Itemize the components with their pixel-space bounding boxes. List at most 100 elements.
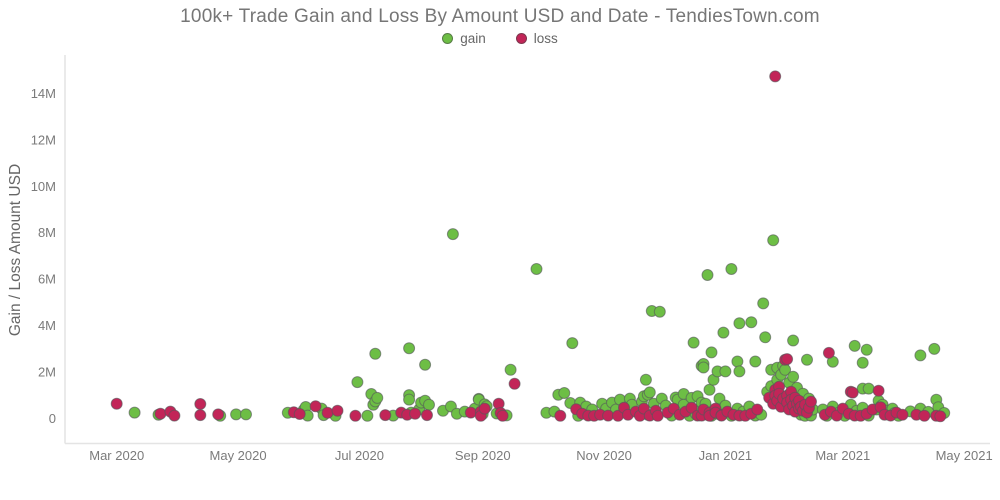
gain-data-point[interactable]	[848, 339, 861, 352]
gain-data-point[interactable]	[530, 263, 543, 275]
gain-data-point[interactable]	[757, 297, 770, 310]
x-tick-label: May 2021	[936, 448, 993, 463]
gain-data-point[interactable]	[230, 408, 243, 421]
gain-data-point[interactable]	[558, 387, 571, 399]
loss-data-point[interactable]	[110, 397, 123, 410]
loss-data-point[interactable]	[212, 408, 225, 421]
gain-data-point[interactable]	[403, 393, 416, 406]
loss-data-point[interactable]	[769, 70, 782, 83]
loss-data-point[interactable]	[331, 404, 344, 417]
y-tick-label: 6M	[38, 272, 56, 287]
loss-data-point[interactable]	[822, 346, 835, 359]
x-tick-label: Sep 2020	[455, 448, 511, 463]
loss-data-point[interactable]	[194, 398, 207, 410]
x-tick-label: Jan 2021	[699, 448, 753, 463]
loss-data-point[interactable]	[918, 409, 931, 422]
loss-data-point[interactable]	[508, 377, 521, 390]
gain-data-point[interactable]	[371, 391, 384, 404]
loss-data-point[interactable]	[554, 409, 567, 422]
gain-data-point[interactable]	[705, 346, 718, 359]
legend-item-loss[interactable]: loss	[515, 31, 558, 46]
legend-item-gain[interactable]: gain	[442, 31, 486, 46]
loss-data-point[interactable]	[651, 409, 664, 422]
gain-data-point[interactable]	[759, 331, 772, 344]
loss-data-point[interactable]	[496, 409, 509, 422]
gain-data-point[interactable]	[914, 349, 927, 362]
loss-data-point[interactable]	[194, 409, 207, 422]
loss-data-point[interactable]	[781, 353, 794, 366]
gain-data-point[interactable]	[643, 386, 656, 399]
gain-data-point[interactable]	[733, 365, 746, 378]
legend-label-loss: loss	[533, 31, 558, 46]
loss-data-point[interactable]	[464, 406, 477, 419]
y-axis-ticks: 0 2M 4M 6M 8M 10M 12M 14M	[31, 86, 56, 426]
loss-data-point[interactable]	[685, 401, 698, 414]
loss-data-point[interactable]	[602, 409, 615, 422]
gain-data-point[interactable]	[446, 228, 459, 241]
gain-data-point[interactable]	[240, 408, 252, 421]
gain-data-point[interactable]	[504, 363, 517, 376]
loss-data-point[interactable]	[805, 395, 817, 408]
gain-data-point[interactable]	[856, 356, 869, 369]
loss-data-point[interactable]	[896, 408, 909, 421]
x-tick-label: Mar 2020	[89, 448, 144, 463]
legend: gain loss	[0, 31, 1000, 46]
y-tick-label: 8M	[38, 225, 56, 240]
gain-data-point[interactable]	[719, 365, 732, 378]
y-tick-label: 12M	[31, 132, 56, 147]
loss-data-point[interactable]	[349, 409, 362, 422]
gain-data-point[interactable]	[701, 269, 714, 281]
gain-data-point[interactable]	[697, 361, 710, 374]
y-tick-label: 4M	[38, 318, 56, 333]
loss-data-point[interactable]	[168, 409, 181, 422]
y-tick-label: 10M	[31, 179, 56, 194]
gain-data-point[interactable]	[860, 343, 873, 356]
loss-data-point[interactable]	[934, 410, 947, 423]
loss-data-point[interactable]	[409, 407, 422, 420]
gain-data-point[interactable]	[423, 398, 435, 411]
gain-data-point[interactable]	[403, 342, 416, 355]
loss-data-point[interactable]	[478, 402, 491, 415]
gain-data-point[interactable]	[361, 409, 374, 422]
loss-data-point[interactable]	[751, 403, 764, 416]
points-layer	[110, 70, 951, 423]
gain-data-point[interactable]	[128, 406, 141, 419]
gain-data-point[interactable]	[566, 337, 579, 350]
loss-data-point[interactable]	[379, 409, 392, 422]
legend-label-gain: gain	[460, 31, 486, 46]
gain-data-point[interactable]	[731, 355, 744, 368]
gain-data-point[interactable]	[767, 234, 780, 247]
loss-data-point[interactable]	[421, 409, 433, 422]
loss-data-point[interactable]	[321, 406, 334, 419]
loss-data-point[interactable]	[154, 407, 167, 420]
gain-data-point[interactable]	[749, 355, 762, 368]
loss-data-point[interactable]	[846, 386, 859, 399]
x-tick-label: Jul 2020	[335, 448, 384, 463]
x-tick-label: Mar 2021	[815, 448, 870, 463]
gain-data-point[interactable]	[733, 317, 746, 330]
gain-data-point[interactable]	[801, 353, 813, 366]
gain-data-point[interactable]	[717, 326, 730, 339]
x-axis-ticks: Mar 2020 May 2020 Jul 2020 Sep 2020 Nov 2020…	[89, 448, 992, 463]
y-tick-label: 0	[49, 411, 56, 426]
gain-data-point[interactable]	[687, 336, 700, 349]
gain-data-point[interactable]	[653, 305, 666, 318]
gain-data-point[interactable]	[745, 316, 758, 329]
gain-data-point[interactable]	[862, 382, 875, 395]
gain-data-point[interactable]	[787, 370, 800, 383]
gain-data-point[interactable]	[419, 358, 432, 371]
gain-data-point[interactable]	[787, 334, 800, 347]
gain-data-point[interactable]	[928, 342, 941, 355]
x-tick-label: May 2020	[210, 448, 267, 463]
y-tick-label: 14M	[31, 86, 56, 101]
loss-data-point[interactable]	[872, 384, 885, 397]
loss-data-point[interactable]	[293, 408, 306, 420]
gain-data-point[interactable]	[725, 263, 738, 275]
loss-data-point[interactable]	[309, 400, 322, 413]
gain-data-point[interactable]	[351, 376, 364, 389]
gain-data-point[interactable]	[639, 373, 652, 386]
gain-data-point[interactable]	[703, 383, 716, 396]
gain-data-point[interactable]	[369, 347, 382, 360]
